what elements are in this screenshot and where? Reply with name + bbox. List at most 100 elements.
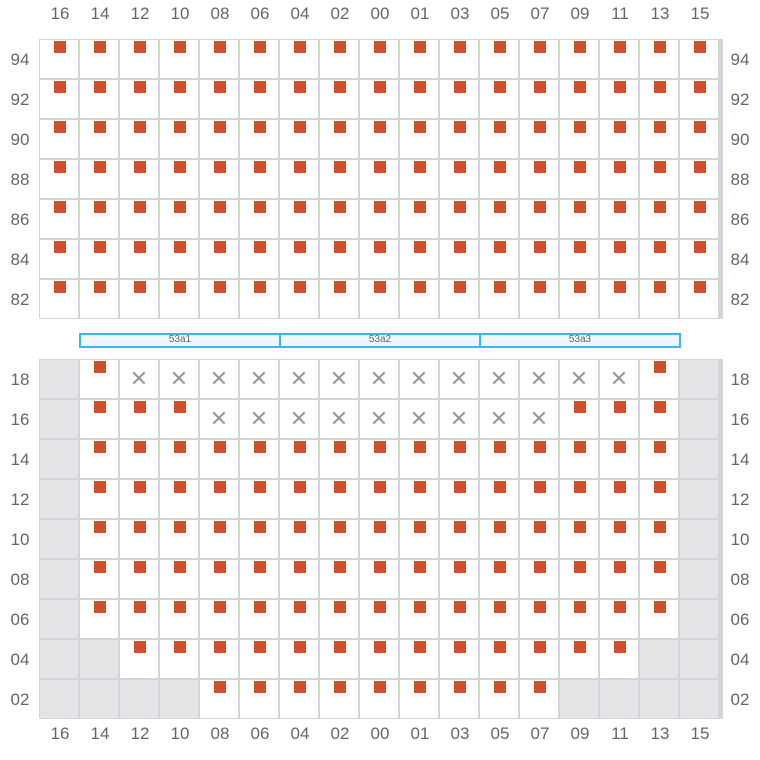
seat-cell[interactable] bbox=[640, 600, 678, 638]
seat-available-icon[interactable] bbox=[214, 521, 226, 533]
seat-cell[interactable] bbox=[160, 400, 198, 438]
seat-cell[interactable] bbox=[480, 200, 518, 238]
seat-cell[interactable] bbox=[600, 640, 638, 678]
seat-available-icon[interactable] bbox=[654, 401, 666, 413]
seat-available-icon[interactable] bbox=[454, 281, 466, 293]
seat-cell[interactable] bbox=[440, 160, 478, 198]
seat-cell[interactable] bbox=[560, 160, 598, 198]
seat-available-icon[interactable] bbox=[174, 441, 186, 453]
seat-cell[interactable] bbox=[560, 600, 598, 638]
seat-available-icon[interactable] bbox=[614, 201, 626, 213]
seat-cell[interactable] bbox=[520, 80, 558, 118]
seat-available-icon[interactable] bbox=[494, 441, 506, 453]
seat-available-icon[interactable] bbox=[254, 281, 266, 293]
seat-available-icon[interactable] bbox=[494, 681, 506, 693]
seat-available-icon[interactable] bbox=[294, 641, 306, 653]
seat-cell[interactable] bbox=[480, 440, 518, 478]
seat-cell[interactable] bbox=[480, 240, 518, 278]
seat-available-icon[interactable] bbox=[134, 121, 146, 133]
seat-cell[interactable] bbox=[160, 520, 198, 558]
seat-cell[interactable] bbox=[360, 120, 398, 158]
seat-available-icon[interactable] bbox=[334, 81, 346, 93]
seat-cell[interactable] bbox=[280, 160, 318, 198]
seat-available-icon[interactable] bbox=[94, 281, 106, 293]
seat-cell[interactable] bbox=[560, 480, 598, 518]
seat-cell[interactable] bbox=[400, 600, 438, 638]
seat-cell[interactable] bbox=[240, 640, 278, 678]
seat-cell[interactable] bbox=[400, 280, 438, 318]
seat-available-icon[interactable] bbox=[174, 241, 186, 253]
seat-cell[interactable] bbox=[80, 520, 118, 558]
seat-cell[interactable] bbox=[440, 40, 478, 78]
seat-cell[interactable] bbox=[120, 480, 158, 518]
seat-available-icon[interactable] bbox=[614, 561, 626, 573]
seat-available-icon[interactable] bbox=[454, 41, 466, 53]
seat-cell[interactable] bbox=[640, 120, 678, 158]
seat-cell[interactable] bbox=[640, 40, 678, 78]
seat-cell[interactable] bbox=[480, 640, 518, 678]
seat-available-icon[interactable] bbox=[94, 601, 106, 613]
seat-available-icon[interactable] bbox=[94, 161, 106, 173]
seat-cell[interactable] bbox=[80, 120, 118, 158]
seat-available-icon[interactable] bbox=[574, 241, 586, 253]
seat-cell[interactable] bbox=[200, 640, 238, 678]
seat-cell[interactable] bbox=[560, 40, 598, 78]
seat-available-icon[interactable] bbox=[374, 561, 386, 573]
seat-cell[interactable] bbox=[640, 200, 678, 238]
seat-available-icon[interactable] bbox=[334, 641, 346, 653]
seat-available-icon[interactable] bbox=[254, 681, 266, 693]
seat-cell[interactable] bbox=[320, 160, 358, 198]
seat-available-icon[interactable] bbox=[174, 121, 186, 133]
seat-cell[interactable] bbox=[80, 280, 118, 318]
seat-cell[interactable] bbox=[520, 160, 558, 198]
seat-cell[interactable] bbox=[160, 560, 198, 598]
seat-available-icon[interactable] bbox=[214, 241, 226, 253]
seat-cell[interactable] bbox=[560, 520, 598, 558]
seat-cell[interactable] bbox=[360, 600, 398, 638]
seat-available-icon[interactable] bbox=[654, 201, 666, 213]
seat-available-icon[interactable] bbox=[534, 241, 546, 253]
seat-available-icon[interactable] bbox=[174, 201, 186, 213]
seat-cell[interactable] bbox=[40, 40, 78, 78]
seat-available-icon[interactable] bbox=[654, 481, 666, 493]
seat-available-icon[interactable] bbox=[94, 561, 106, 573]
seat-cell[interactable] bbox=[600, 40, 638, 78]
seat-cell[interactable] bbox=[160, 480, 198, 518]
seat-cell[interactable] bbox=[280, 120, 318, 158]
seat-available-icon[interactable] bbox=[614, 641, 626, 653]
seat-available-icon[interactable] bbox=[414, 561, 426, 573]
seat-cell[interactable] bbox=[240, 520, 278, 558]
seat-available-icon[interactable] bbox=[454, 601, 466, 613]
seat-available-icon[interactable] bbox=[294, 601, 306, 613]
seat-cell[interactable] bbox=[560, 120, 598, 158]
seat-available-icon[interactable] bbox=[414, 41, 426, 53]
seat-available-icon[interactable] bbox=[454, 441, 466, 453]
seat-cell[interactable] bbox=[440, 480, 478, 518]
seat-available-icon[interactable] bbox=[574, 121, 586, 133]
seat-cell[interactable] bbox=[360, 520, 398, 558]
seat-available-icon[interactable] bbox=[654, 561, 666, 573]
seat-available-icon[interactable] bbox=[494, 201, 506, 213]
seat-available-icon[interactable] bbox=[54, 241, 66, 253]
seat-available-icon[interactable] bbox=[694, 281, 706, 293]
seat-cell[interactable] bbox=[280, 440, 318, 478]
seat-available-icon[interactable] bbox=[134, 481, 146, 493]
seat-available-icon[interactable] bbox=[574, 401, 586, 413]
seat-cell[interactable] bbox=[280, 240, 318, 278]
seat-cell[interactable] bbox=[280, 680, 318, 718]
seat-cell[interactable] bbox=[240, 160, 278, 198]
seat-available-icon[interactable] bbox=[534, 201, 546, 213]
seat-cell[interactable] bbox=[440, 120, 478, 158]
seat-cell[interactable] bbox=[520, 40, 558, 78]
seat-cell[interactable] bbox=[520, 560, 558, 598]
seat-available-icon[interactable] bbox=[454, 241, 466, 253]
seat-available-icon[interactable] bbox=[614, 481, 626, 493]
seat-cell[interactable] bbox=[400, 240, 438, 278]
seat-cell[interactable] bbox=[360, 40, 398, 78]
seat-cell[interactable] bbox=[200, 440, 238, 478]
seat-available-icon[interactable] bbox=[454, 521, 466, 533]
seat-available-icon[interactable] bbox=[534, 521, 546, 533]
seat-available-icon[interactable] bbox=[214, 601, 226, 613]
seat-cell[interactable] bbox=[640, 280, 678, 318]
seat-cell[interactable] bbox=[320, 680, 358, 718]
